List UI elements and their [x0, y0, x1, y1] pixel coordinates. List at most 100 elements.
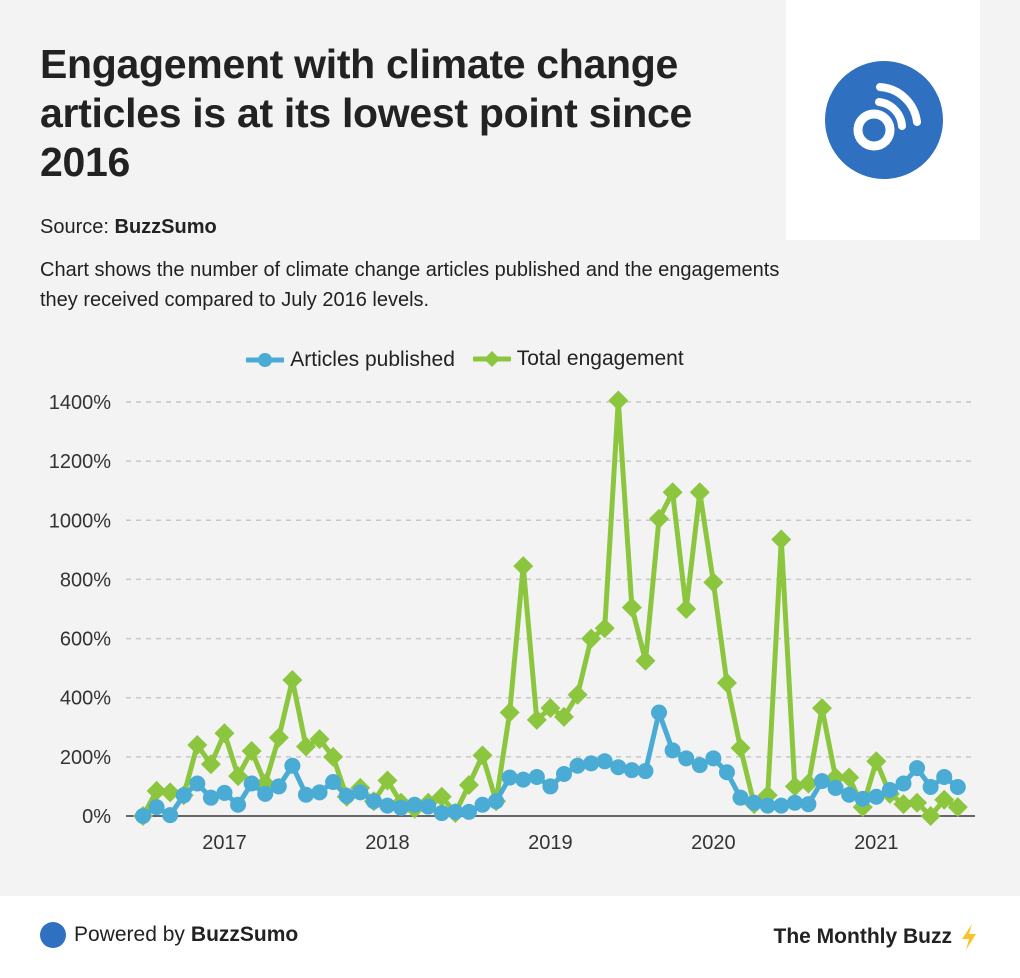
- data-point-engagement: [499, 702, 520, 723]
- data-point-articles: [297, 786, 314, 803]
- data-point-engagement: [716, 672, 737, 693]
- data-point-engagement: [703, 572, 724, 593]
- y-tick-label: 800%: [60, 569, 111, 591]
- data-point-engagement: [621, 597, 642, 618]
- line-chart: 0% 200% 400% 600% 800% 1000% 1200% 1400% 2017 201…: [49, 390, 975, 854]
- data-point-engagement: [676, 599, 697, 619]
- legend-item-articles[interactable]: Articles published: [246, 348, 455, 372]
- data-point-articles: [393, 799, 410, 816]
- data-point-articles: [474, 796, 491, 813]
- chart-header: Engagement with climate change articles …: [40, 40, 780, 187]
- chart-legend: Articles published Total engagement: [0, 347, 930, 374]
- data-point-engagement: [431, 786, 452, 807]
- data-point-articles: [922, 779, 939, 796]
- data-point-articles: [338, 787, 355, 804]
- data-point-articles: [420, 798, 437, 815]
- data-point-articles: [270, 778, 287, 795]
- chart-title: Engagement with climate change articles …: [40, 41, 692, 185]
- data-point-engagement: [594, 618, 615, 639]
- legend-diamond-marker-icon: [472, 351, 511, 367]
- x-tick-label: 2017: [202, 832, 247, 854]
- monthly-buzz[interactable]: The Monthly Buzz: [774, 924, 978, 950]
- data-point-engagement: [608, 390, 629, 411]
- data-point-articles: [705, 750, 722, 767]
- data-point-engagement: [241, 740, 262, 761]
- data-point-articles: [488, 793, 505, 810]
- y-tick-label: 600%: [60, 629, 111, 651]
- data-point-articles: [827, 779, 844, 796]
- legend-circle-marker-icon: [246, 353, 285, 367]
- data-point-engagement: [662, 482, 683, 503]
- data-point-articles: [732, 789, 749, 806]
- data-point-articles: [352, 784, 369, 801]
- x-tick-label: 2018: [365, 832, 410, 854]
- data-point-articles: [651, 704, 668, 721]
- data-point-articles: [216, 784, 233, 801]
- data-point-engagement: [377, 770, 398, 791]
- data-point-articles: [447, 803, 464, 820]
- data-point-articles: [759, 797, 776, 814]
- series-line-engagement: [140, 398, 959, 819]
- data-point-articles: [243, 775, 260, 792]
- logo-box: [786, 0, 980, 240]
- data-point-articles: [406, 796, 423, 813]
- data-point-articles: [664, 742, 681, 759]
- data-point-engagement: [553, 706, 574, 727]
- powered-label: Powered by: [74, 923, 185, 946]
- podcast-broadcast-icon: [825, 61, 943, 179]
- data-point-engagement: [784, 776, 805, 797]
- source-label: Source:: [40, 216, 109, 238]
- y-tick-label: 0%: [82, 806, 111, 828]
- data-point-articles: [909, 760, 926, 777]
- data-point-articles: [895, 775, 912, 792]
- data-point-articles: [854, 790, 871, 807]
- x-tick-label: 2021: [854, 832, 899, 854]
- data-point-articles: [189, 775, 206, 792]
- data-point-engagement: [812, 698, 832, 719]
- lightning-icon: [962, 924, 976, 950]
- data-point-engagement: [920, 806, 941, 826]
- data-point-engagement: [282, 669, 303, 690]
- data-point-articles: [718, 764, 735, 781]
- data-point-articles: [678, 750, 695, 767]
- data-point-engagement: [771, 529, 792, 550]
- data-point-articles: [583, 755, 600, 772]
- data-point-articles: [230, 796, 247, 813]
- data-point-engagement: [540, 698, 561, 719]
- legend-item-engagement[interactable]: Total engagement: [472, 347, 684, 371]
- data-point-articles: [881, 781, 898, 798]
- data-point-engagement: [907, 792, 928, 813]
- data-point-engagement: [730, 737, 751, 758]
- powered-by[interactable]: Powered by BuzzSumo: [40, 922, 298, 948]
- data-point-engagement: [200, 754, 221, 775]
- data-point-articles: [433, 805, 450, 822]
- data-point-articles: [542, 778, 559, 795]
- data-point-articles: [691, 757, 708, 774]
- data-point-articles: [202, 789, 219, 806]
- data-point-engagement: [689, 482, 710, 503]
- data-point-articles: [596, 753, 613, 770]
- data-point-articles: [528, 768, 545, 785]
- legend-label-articles: Articles published: [290, 348, 455, 371]
- powered-brand: BuzzSumo: [190, 923, 299, 946]
- data-point-articles: [814, 773, 830, 790]
- data-point-engagement: [649, 508, 670, 529]
- data-point-engagement: [852, 797, 873, 818]
- buzzsumo-dot-icon: [40, 922, 66, 948]
- data-point-articles: [311, 784, 328, 801]
- data-point-articles: [515, 771, 532, 788]
- data-point-articles: [379, 797, 396, 814]
- data-point-engagement: [146, 780, 167, 801]
- footer: Powered by BuzzSumo The Monthly Buzz: [0, 896, 1020, 978]
- data-point-engagement: [893, 794, 914, 815]
- data-point-engagement: [798, 773, 819, 794]
- data-point-articles: [841, 786, 858, 803]
- y-tick-label: 1400%: [49, 392, 111, 414]
- data-point-articles: [257, 785, 274, 802]
- data-point-engagement: [567, 684, 588, 705]
- data-point-engagement: [160, 782, 181, 803]
- data-point-engagement: [309, 729, 330, 750]
- chart-area: 0% 200% 400% 600% 800% 1000% 1200% 1400% 2017 201…: [0, 335, 1020, 875]
- data-point-engagement: [526, 709, 547, 730]
- data-point-articles: [365, 793, 382, 810]
